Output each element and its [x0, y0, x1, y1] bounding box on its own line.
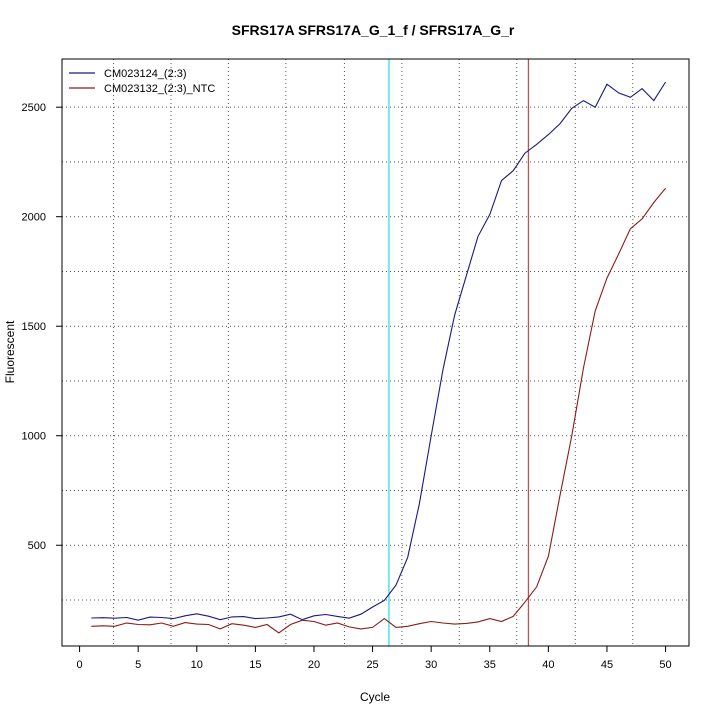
legend-label: CM023132_(2:3)_NTC	[104, 83, 215, 95]
series-lines	[91, 81, 667, 634]
y-tick-label: 2000	[22, 212, 46, 224]
legend-label: CM023124_(2:3)	[104, 68, 187, 80]
y-tick-label: 2500	[22, 102, 46, 114]
x-tick-label: 45	[601, 659, 613, 671]
legend: CM023124_(2:3) CM023132_(2:3)_NTC	[69, 68, 215, 95]
series-line	[91, 187, 667, 634]
x-tick-label: 40	[542, 659, 554, 671]
x-tick-label: 35	[484, 659, 496, 671]
y-axis-label: Fluorescent	[3, 320, 17, 383]
y-tick-label: 1000	[22, 431, 46, 443]
x-tick-label: 0	[77, 659, 83, 671]
plot-frame	[61, 58, 690, 647]
x-axis: 0 5 10 15 20 25 30 35 40 45 50	[77, 645, 672, 671]
x-tick-label: 20	[308, 659, 320, 671]
x-tick-label: 10	[191, 659, 203, 671]
x-tick-label: 15	[249, 659, 261, 671]
x-axis-label: Cycle	[360, 690, 390, 704]
y-tick-label: 1500	[22, 321, 46, 333]
series-line	[91, 81, 667, 621]
x-tick-label: 5	[135, 659, 141, 671]
y-tick-label: 500	[28, 540, 46, 552]
x-tick-label: 30	[425, 659, 437, 671]
x-tick-label: 50	[659, 659, 671, 671]
threshold-lines	[388, 59, 530, 646]
y-axis: 500 1000 1500 2000 2500	[22, 102, 63, 552]
chart-title: SFRS17A SFRS17A_G_1_f / SFRS17A_G_r	[232, 22, 515, 38]
grid	[62, 59, 689, 646]
x-tick-label: 25	[366, 659, 378, 671]
